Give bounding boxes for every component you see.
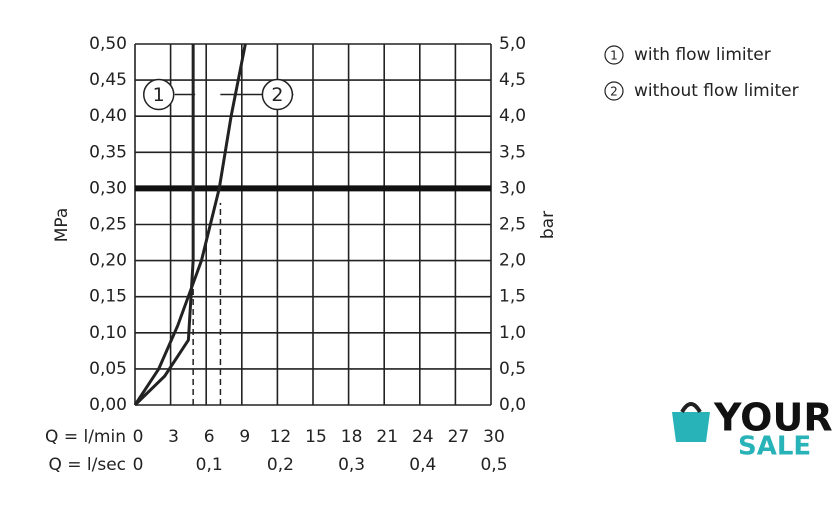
x-tick-label: 3 (168, 427, 179, 447)
y-tick-label: 0,35 (89, 142, 127, 162)
y-tick-label: 0,40 (89, 106, 127, 126)
y2-tick-label: 3,0 (499, 178, 526, 198)
legend-number: 2 (610, 85, 618, 99)
y-tick-label: 0,10 (89, 323, 127, 343)
x-tick-label: 21 (376, 427, 398, 447)
legend-label: with flow limiter (634, 45, 771, 65)
x-tick-label: 24 (412, 427, 434, 447)
x-tick-label: 18 (341, 427, 363, 447)
series-label: 1 (153, 84, 165, 106)
x2-tick-label: 0,2 (267, 455, 294, 475)
x-axis-label: Q = l/min (45, 427, 126, 447)
legend-circle (604, 45, 624, 65)
y2-tick-label: 1,5 (499, 287, 526, 307)
series-label: 2 (271, 84, 283, 106)
x2-tick-label: 0,5 (480, 455, 507, 475)
series-line (133, 43, 247, 406)
logo-bag (672, 412, 710, 442)
y2-tick-label: 2,5 (499, 215, 526, 235)
x2-tick-label: 0 (133, 455, 144, 475)
y-axis-label: MPa (52, 208, 72, 243)
y2-tick-label: 0,0 (499, 395, 526, 415)
y-tick-label: 0,20 (89, 251, 127, 271)
legend-number: 1 (610, 49, 618, 63)
x-tick-label: 12 (270, 427, 292, 447)
y-tick-label: 0,15 (89, 287, 127, 307)
logo-text: YOUR (713, 396, 833, 440)
y-tick-label: 0,45 (89, 70, 127, 90)
x-tick-label: 27 (448, 427, 470, 447)
y2-tick-label: 4,0 (499, 106, 526, 126)
watermark: YOUR SALE (672, 396, 833, 462)
y-tick-label: 0,25 (89, 215, 127, 235)
y-tick-label: 0,50 (89, 34, 127, 54)
x2-tick-label: 0,1 (196, 455, 223, 475)
y2-axis-label: bar (538, 211, 558, 239)
y2-tick-label: 0,5 (499, 359, 526, 379)
y2-tick-label: 1,0 (499, 323, 526, 343)
series-line (133, 44, 195, 407)
x-tick-label: 9 (239, 427, 250, 447)
logo-text: SALE (738, 432, 811, 462)
x2-tick-label: 0,4 (409, 455, 436, 475)
y2-tick-label: 3,5 (499, 142, 526, 162)
logo-handle (680, 402, 702, 414)
x-tick-label: 6 (204, 427, 215, 447)
y2-tick-label: 2,0 (499, 251, 526, 271)
x-tick-label: 30 (483, 427, 505, 447)
y2-tick-label: 4,5 (499, 70, 526, 90)
legend-circle (604, 81, 624, 101)
label-circle (142, 78, 175, 111)
legend-label: without flow limiter (634, 81, 799, 101)
y-tick-label: 0,30 (89, 178, 127, 198)
label-circle (261, 78, 294, 111)
x-tick-label: 15 (305, 427, 327, 447)
x2-axis-label: Q = l/sec (48, 455, 126, 475)
x2-tick-label: 0,3 (338, 455, 365, 475)
y2-tick-label: 5,0 (499, 34, 526, 54)
x-tick-label: 0 (133, 427, 144, 447)
y-tick-label: 0,05 (89, 359, 127, 379)
y-tick-label: 0,00 (89, 395, 127, 415)
